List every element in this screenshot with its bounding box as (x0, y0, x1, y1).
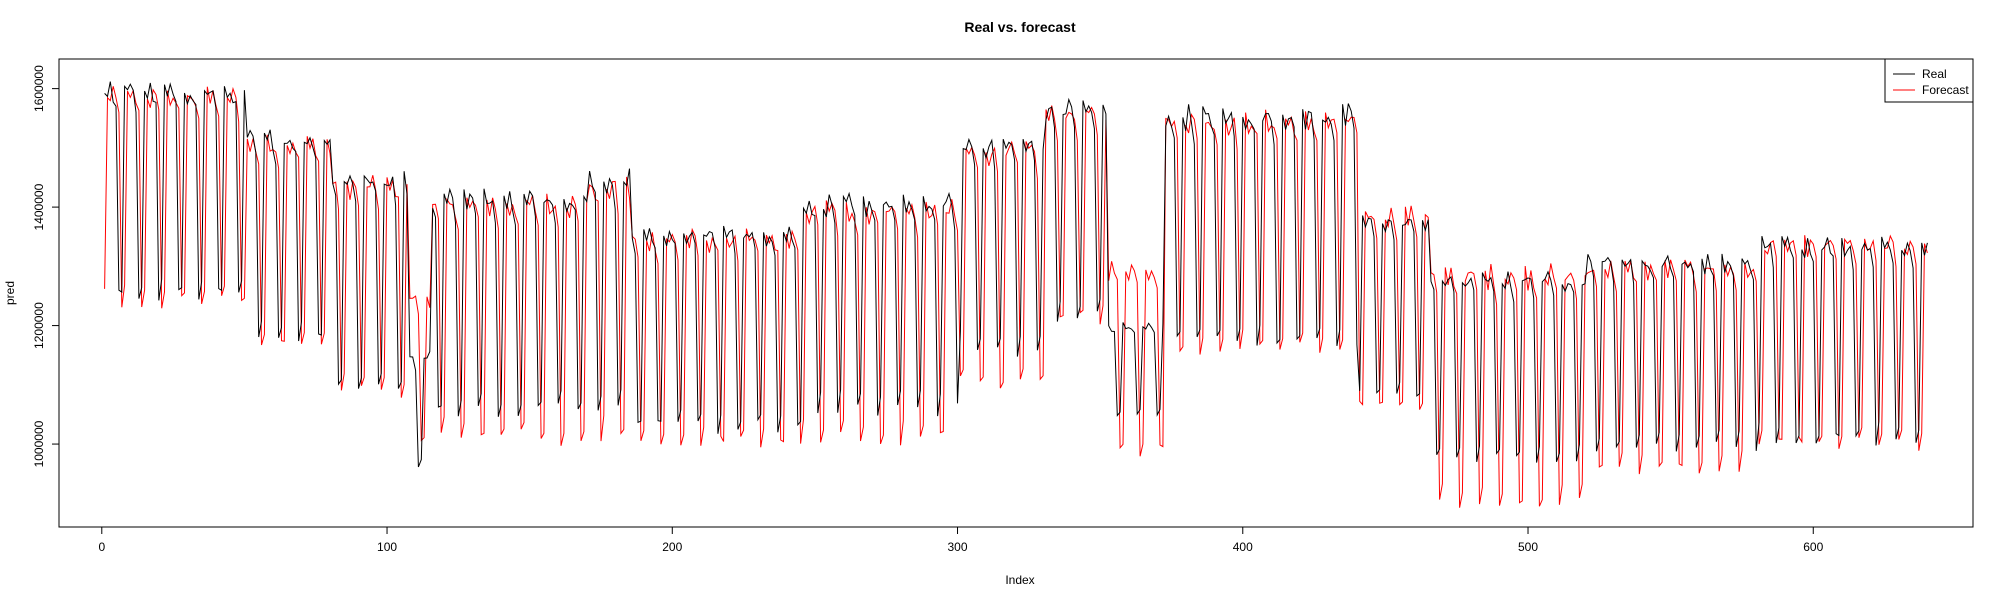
y-tick-label: 1200000 (32, 302, 46, 349)
series-line-forecast (104, 86, 1928, 508)
y-tick-label: 1000000 (32, 420, 46, 467)
legend-box (1884, 58, 1974, 103)
x-tick-label: 500 (1518, 540, 1538, 554)
plot-area (104, 81, 1928, 508)
legend: Real Forecast (1884, 58, 1974, 103)
x-axis: 0 100 200 300 400 500 600 (98, 526, 1824, 554)
x-tick-label: 0 (98, 540, 105, 554)
legend-label-real: Real (1922, 67, 1947, 81)
x-tick-label: 400 (1233, 540, 1253, 554)
x-tick-label: 100 (377, 540, 397, 554)
y-tick-label: 1600000 (32, 65, 46, 112)
y-axis: 1000000 1200000 1400000 1600000 (32, 65, 60, 467)
x-tick-label: 600 (1803, 540, 1823, 554)
x-axis-label: Index (1005, 573, 1034, 587)
y-axis-label: pred (3, 281, 17, 305)
legend-label-forecast: Forecast (1922, 83, 1969, 97)
x-tick-label: 200 (662, 540, 682, 554)
x-tick-label: 300 (948, 540, 968, 554)
chart-title: Real vs. forecast (964, 19, 1076, 35)
y-tick-label: 1400000 (32, 183, 46, 230)
series-line-real (104, 81, 1928, 468)
